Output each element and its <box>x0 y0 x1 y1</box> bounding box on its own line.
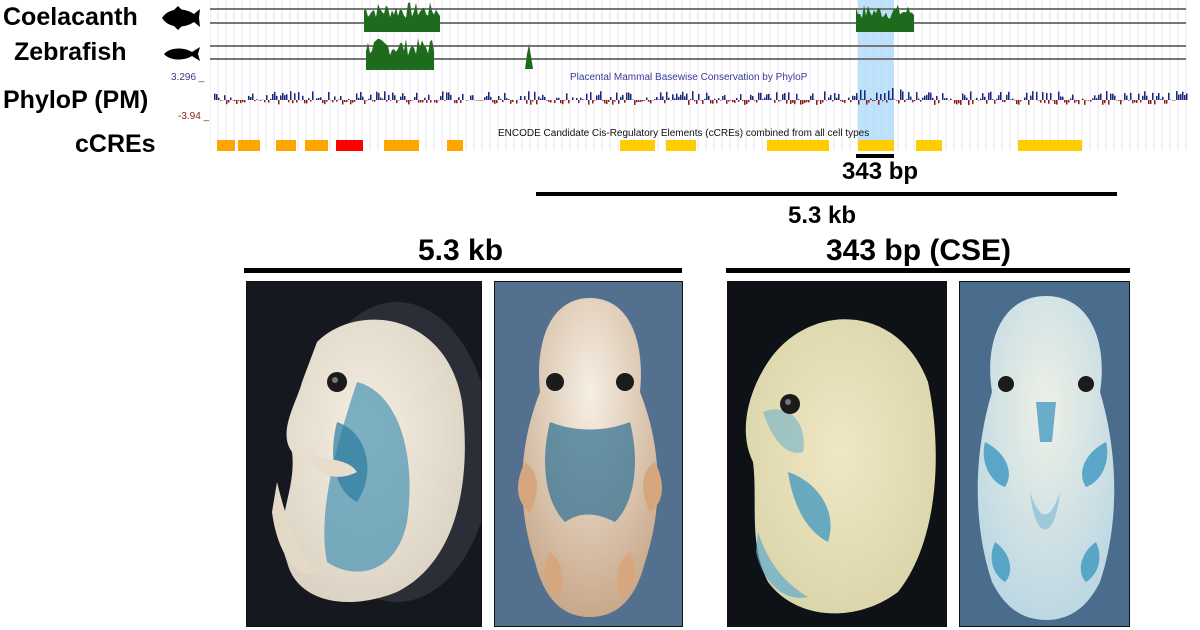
ccres-label: cCREs <box>75 130 156 158</box>
coelacanth-icon <box>162 6 200 30</box>
zebrafish-line-bottom <box>210 58 1186 60</box>
phylop-label: PhyloP (PM) <box>3 86 149 114</box>
right-panel-title: 343 bp (CSE) <box>826 234 1012 267</box>
coelacanth-conservation <box>364 2 440 32</box>
left-panel-bar <box>244 268 682 273</box>
coelacanth-line-top <box>210 8 1186 10</box>
bar-343bp <box>856 154 894 158</box>
phylop-min: -3.94 _ <box>178 111 210 122</box>
bar-5-3kb <box>536 192 1117 196</box>
label-343bp: 343 bp <box>842 158 919 185</box>
ccre-elements <box>217 140 1082 151</box>
coelacanth-line-bottom <box>210 22 1186 24</box>
left-panel-title: 5.3 kb <box>418 234 504 267</box>
zebrafish-label: Zebrafish <box>14 38 127 66</box>
zebrafish-line-top <box>210 45 1186 47</box>
zebrafish-conservation-2 <box>525 44 533 69</box>
coelacanth-label: Coelacanth <box>3 3 138 31</box>
right-panel-bar <box>726 268 1130 273</box>
embryo-photo-343bp-lateral <box>727 281 947 627</box>
coelacanth-conservation-2 <box>856 4 914 32</box>
embryo-photo-343bp-dorsal <box>959 281 1130 627</box>
embryo-photo-5-3kb-dorsal <box>494 281 683 627</box>
zebrafish-conservation <box>366 38 434 70</box>
phylop-max: 3.296 _ <box>171 72 205 83</box>
genome-browser: Coelacanth Zebrafish 3.296 _ Placental M… <box>0 0 1200 160</box>
label-5-3kb: 5.3 kb <box>788 202 857 229</box>
phylop-signal <box>212 88 1188 105</box>
zebrafish-icon <box>164 47 200 61</box>
phylop-track-title: Placental Mammal Basewise Conservation b… <box>570 72 808 83</box>
embryo-photo-5-3kb-lateral <box>246 281 482 627</box>
ccre-track-title: ENCODE Candidate Cis-Regulatory Elements… <box>498 128 870 139</box>
